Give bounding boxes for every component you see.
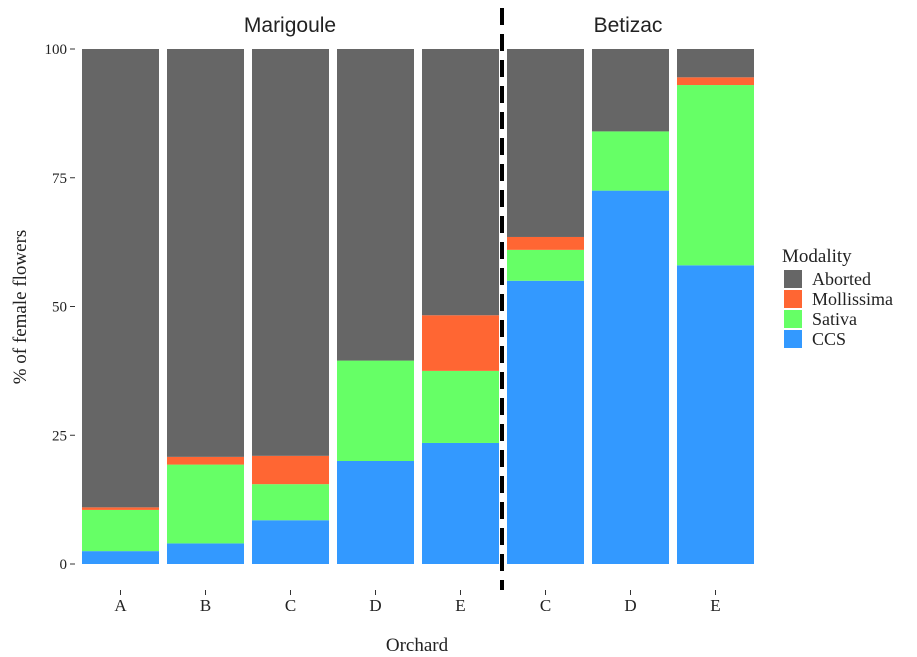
x-tick-label-marigoule-d: D [369, 596, 381, 615]
bar-segment-sativa-marigoule-b [167, 464, 244, 544]
bar-segment-sativa-marigoule-e [422, 370, 499, 443]
facet-labels: Marigoule Betizac [244, 14, 663, 37]
y-tick-label-75: 75 [52, 171, 67, 187]
y-axis: 0 25 50 75 100 [45, 42, 75, 573]
bar-segment-aborted-marigoule-c [252, 49, 329, 456]
legend-swatch-ccs [784, 330, 802, 348]
bar-segment-mollissima-betizac-e [677, 77, 754, 86]
bar-segment-aborted-marigoule-d [337, 49, 414, 361]
bar-segment-ccs-betizac-d [592, 190, 669, 564]
bar-segment-sativa-marigoule-c [252, 484, 329, 521]
legend-swatch-sativa [784, 310, 802, 328]
bar-segment-sativa-marigoule-a [82, 509, 159, 552]
bar-segment-mollissima-marigoule-c [252, 455, 329, 485]
bar-segment-sativa-betizac-e [677, 85, 754, 266]
bar-segment-sativa-marigoule-d [337, 360, 414, 461]
legend-label-ccs: CCS [812, 329, 846, 349]
y-axis-title: % of female flowers [10, 230, 31, 385]
bar-segment-aborted-betizac-c [507, 49, 584, 237]
bar-segment-aborted-betizac-e [677, 49, 754, 78]
bar-segment-ccs-betizac-e [677, 265, 754, 564]
legend-title: Modality [782, 246, 852, 267]
y-tick-label-50: 50 [52, 300, 67, 316]
x-tick-label-marigoule-e: E [455, 596, 465, 615]
bar-segment-mollissima-marigoule-b [167, 456, 244, 465]
facet-label-marigoule: Marigoule [244, 14, 336, 37]
bar-segment-ccs-marigoule-a [82, 551, 159, 564]
bar-segment-mollissima-betizac-c [507, 236, 584, 250]
bar-segment-mollissima-marigoule-e [422, 315, 499, 371]
x-tick-label-marigoule-b: B [200, 596, 211, 615]
bar-segment-aborted-marigoule-e [422, 49, 499, 316]
x-axis-title: Orchard [386, 635, 449, 652]
legend-label-mollissima: Mollissima [812, 289, 893, 309]
x-tick-label-betizac-d: D [624, 596, 636, 615]
bar-segment-ccs-marigoule-c [252, 520, 329, 564]
x-tick-label-marigoule-c: C [285, 596, 296, 615]
bar-segment-ccs-marigoule-d [337, 461, 414, 564]
bars-group [82, 49, 754, 564]
y-tick-label-25: 25 [52, 428, 67, 444]
bar-segment-aborted-marigoule-b [167, 49, 244, 457]
bar-segment-ccs-marigoule-b [167, 543, 244, 564]
bar-segment-sativa-betizac-c [507, 249, 584, 281]
bar-segment-ccs-marigoule-e [422, 442, 499, 564]
legend-swatch-aborted [784, 270, 802, 288]
bar-segment-aborted-betizac-d [592, 49, 669, 132]
bar-segment-mollissima-marigoule-a [82, 507, 159, 510]
x-tick-label-betizac-c: C [540, 596, 551, 615]
y-tick-label-100: 100 [45, 42, 68, 58]
bar-segment-aborted-marigoule-a [82, 49, 159, 508]
legend-label-sativa: Sativa [812, 309, 857, 329]
x-tick-label-betizac-e: E [710, 596, 720, 615]
y-tick-label-0: 0 [60, 557, 68, 573]
x-tick-label-marigoule-a: A [114, 596, 127, 615]
bar-segment-ccs-betizac-c [507, 280, 584, 564]
legend-swatch-mollissima [784, 290, 802, 308]
legend-label-aborted: Aborted [812, 269, 871, 289]
facet-label-betizac: Betizac [594, 14, 663, 37]
bar-segment-sativa-betizac-d [592, 131, 669, 191]
